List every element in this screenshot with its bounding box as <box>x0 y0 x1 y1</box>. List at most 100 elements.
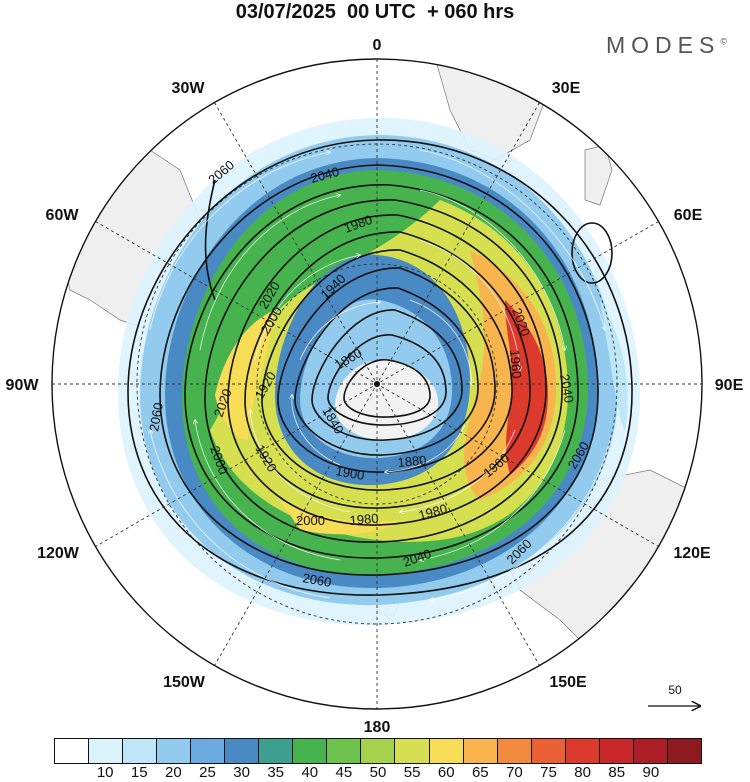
colorbar-label: 25 <box>199 764 216 781</box>
streamline <box>195 420 341 561</box>
colorbar-swatch <box>599 739 634 763</box>
colorbar-label: 30 <box>233 764 250 781</box>
colorbar-swatch <box>293 739 328 763</box>
streamline <box>419 239 520 370</box>
colorbar-swatch <box>531 739 566 763</box>
modes-logo: MODES© <box>606 32 727 59</box>
streamline <box>419 189 565 350</box>
lon-label-90w: 90W <box>6 377 40 394</box>
colorbar-label: 90 <box>642 764 660 781</box>
colorbar-label: 65 <box>471 764 489 781</box>
reference-vector-label: 50 <box>668 683 682 697</box>
contour-label: 2040 <box>309 164 341 186</box>
contour-label: 1980 <box>417 501 449 523</box>
lon-label-180: 180 <box>364 719 391 736</box>
colorbar-swatch <box>633 739 668 763</box>
contour-label: 1900 <box>334 463 365 483</box>
colorbar-swatch <box>123 739 158 763</box>
contour-1960 <box>244 231 531 509</box>
lon-label-90e: 90E <box>715 377 744 394</box>
colorbar-label: 85 <box>608 764 626 781</box>
colorbar-label: 35 <box>267 764 285 781</box>
lon-label-120e: 120E <box>673 545 711 562</box>
streamline <box>292 395 341 466</box>
title-time: 00 UTC <box>346 1 416 23</box>
colorbar-swatch <box>225 739 260 763</box>
colorbar-label: 45 <box>335 764 353 781</box>
colorbar-swatch <box>565 739 600 763</box>
contour-1860 <box>327 334 447 426</box>
colorbar-label: 70 <box>506 764 523 781</box>
lon-label-60w: 60W <box>46 207 80 224</box>
reference-vector: 50 <box>648 683 700 706</box>
lon-label-30e: 30E <box>552 80 581 97</box>
colorbar-swatch <box>89 739 124 763</box>
streamline <box>199 195 340 351</box>
streamline <box>400 429 516 512</box>
streamline <box>149 152 330 331</box>
streamline <box>250 410 351 513</box>
lon-label-60e: 60E <box>674 207 703 224</box>
streamline <box>420 429 566 560</box>
logo-text: MODES <box>606 32 721 58</box>
colorbar-swatch <box>463 739 498 763</box>
colorbar-label: 60 <box>437 764 455 781</box>
shade-far-right <box>600 300 628 430</box>
title-lead: + 060 hrs <box>426 1 515 23</box>
colorbar-label: 10 <box>96 764 114 781</box>
colorbar-swatch <box>429 739 464 763</box>
contour-label: 2000 <box>296 513 325 528</box>
colorbar-label: 80 <box>574 764 591 781</box>
contour-closed-60e <box>571 222 613 284</box>
contour-label: 2060 <box>301 570 332 590</box>
contour-1900 <box>294 287 479 456</box>
colorbar-label: 15 <box>130 764 148 781</box>
colorbar-swatch <box>327 739 362 763</box>
colorbar-label: 75 <box>540 764 557 781</box>
contour-1840 <box>343 359 431 418</box>
map-title: 03/07/2025 00 UTC + 060 hrs <box>0 0 750 24</box>
contour-label: 1960 <box>507 349 524 379</box>
colorbar-swatch <box>667 739 701 763</box>
logo-mark: © <box>720 36 727 47</box>
colorbar-swatch <box>55 739 90 763</box>
lon-label-150w: 150W <box>163 674 206 691</box>
colorbar <box>54 738 702 764</box>
streamline <box>299 302 380 361</box>
map-boundary <box>51 58 703 710</box>
contour-label: 1880 <box>397 453 427 470</box>
colorbar-swatch <box>157 739 192 763</box>
lon-label-30w: 30W <box>172 80 206 97</box>
contour-label: 2060 <box>146 401 166 432</box>
wind-streamlines <box>149 149 611 600</box>
contour-2060-left-wiggle <box>204 179 216 301</box>
colorbar-swatch <box>361 739 396 763</box>
colorbar-swatch <box>497 739 532 763</box>
madagascar-land <box>584 144 613 206</box>
streamline <box>254 255 360 361</box>
contour-1920 <box>277 267 496 473</box>
streamline <box>385 424 466 472</box>
lon-label-120w: 120W <box>37 545 80 562</box>
colorbar-label: 55 <box>403 764 421 781</box>
title-date: 03/07/2025 <box>235 1 336 23</box>
streamline <box>419 149 605 330</box>
lon-label-150e: 150E <box>549 674 587 691</box>
contour-1940 <box>261 249 513 491</box>
colorbar-label: 50 <box>369 764 387 781</box>
colorbar-label: 20 <box>165 764 182 781</box>
colorbar-swatch <box>259 739 294 763</box>
south-pole-dot <box>374 381 380 387</box>
colorbar-label: 40 <box>301 764 319 781</box>
lon-label-0: 0 <box>373 37 382 54</box>
contour-1880 <box>311 309 463 441</box>
streamline <box>430 439 611 600</box>
colorbar-swatch <box>191 739 226 763</box>
wind-shading <box>117 117 641 626</box>
streamline <box>150 430 331 599</box>
colorbar-swatch <box>395 739 430 763</box>
contour-label: 2040 <box>557 373 577 404</box>
map-content: 2060 2040 1980 1940 2000 1920 1860 1840 … <box>52 59 702 709</box>
contour-label: 1980 <box>349 511 379 528</box>
